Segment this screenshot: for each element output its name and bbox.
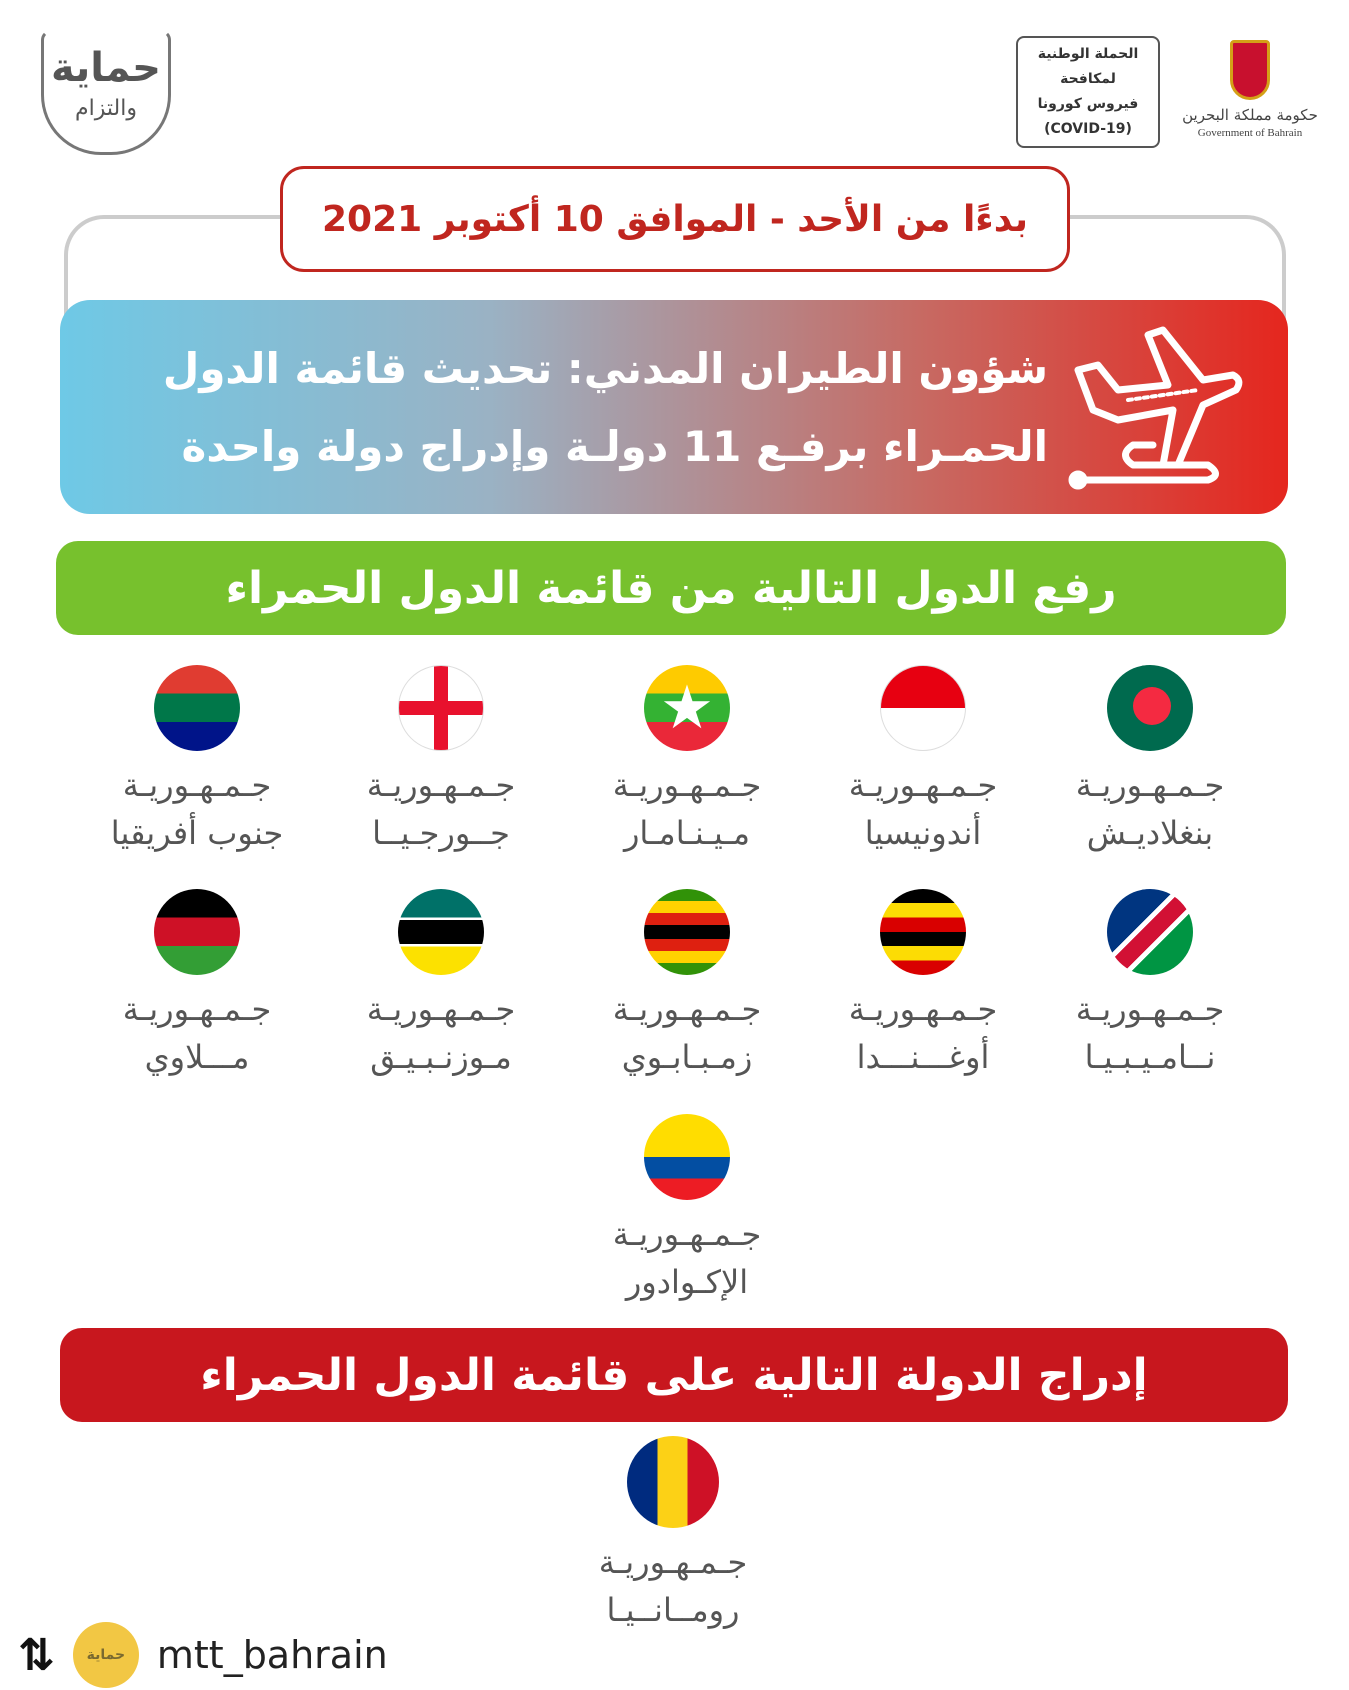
indonesia-flag-icon (880, 665, 966, 751)
country-label-line1: جـمـهـوريـة (366, 766, 516, 804)
gov-name-ar: حكومة مملكة البحرين (1182, 106, 1318, 124)
gov-name-en: Government of Bahrain (1197, 127, 1303, 139)
country-label-line1: جـمـهـوريـة (848, 766, 998, 804)
country-namibia: جـمـهـوريـة نــامـيـبـيـا (1040, 889, 1260, 1081)
romania-flag-icon (627, 1436, 719, 1528)
country-label-line1: جـمـهـوريـة (612, 766, 762, 804)
campaign-line: (COVID-19) (1044, 121, 1132, 137)
zimbabwe-flag-icon (644, 889, 730, 975)
country-label-line1: جـمـهـوريـة (598, 1543, 748, 1581)
country-name: مـــلاوي (144, 1038, 250, 1076)
namibia-flag-icon (1107, 889, 1193, 975)
brand-line2: والتزام (75, 96, 137, 121)
headline-banner: شؤون الطيران المدني: تحديث قائمة الدول ا… (60, 300, 1288, 514)
government-logo: حكومة مملكة البحرين Government of Bahrai… (1175, 36, 1325, 156)
myanmar-flag-icon: ★ (644, 665, 730, 751)
repost-footer: ⇅ حماية mtt_bahrain (18, 1620, 388, 1690)
country-label-line1: جـمـهـوريـة (122, 766, 272, 804)
avatar[interactable]: حماية (72, 1622, 139, 1688)
country-romania: جـمـهـوريـة رومــانــيـا (563, 1436, 783, 1634)
bangladesh-flag-icon (1107, 665, 1193, 751)
emblem-icon (1230, 40, 1270, 100)
country-label-line1: جـمـهـوريـة (612, 990, 762, 1028)
country-label-line1: جـمـهـوريـة (612, 1215, 762, 1253)
country-label-line1: جـمـهـوريـة (122, 990, 272, 1028)
country-label-line1: جـمـهـوريـة (366, 990, 516, 1028)
country-malawi: جـمـهـوريـة مـــلاوي (87, 889, 307, 1081)
campaign-line: الحملة الوطنية (1037, 46, 1139, 62)
campaign-logo: الحملة الوطنية لمكافحة فيروس كورونا (COV… (1016, 36, 1160, 148)
mozambique-flag-icon (398, 889, 484, 975)
country-georgia: جـمـهـوريـة جــورجـيــا (331, 665, 551, 857)
country-ecuador: جـمـهـوريـة الإكـوادور (577, 1114, 797, 1306)
uganda-flag-icon (880, 889, 966, 975)
brand-logo: حماية والتزام (26, 30, 186, 155)
lift-section-header: رفع الدول التالية من قائمة الدول الحمراء (56, 541, 1286, 635)
south-africa-flag-icon (154, 665, 240, 751)
country-name: نــامـيـبـيـا (1084, 1038, 1216, 1076)
shield-icon (41, 30, 171, 155)
country-name: رومــانــيـا (606, 1591, 740, 1629)
country-mozambique: جـمـهـوريـة مـوزنـبـيـق (331, 889, 551, 1081)
country-name: أندونيسيا (864, 814, 982, 852)
country-name: مـيـنـامـار (623, 814, 751, 852)
country-name: الإكـوادور (625, 1263, 749, 1301)
country-name: أوغـــنـــدا (856, 1038, 990, 1076)
country-myanmar: ★ جـمـهـوريـة مـيـنـامـار (577, 665, 797, 857)
country-uganda: جـمـهـوريـة أوغـــنـــدا (813, 889, 1033, 1081)
malawi-flag-icon (154, 889, 240, 975)
repost-icon[interactable]: ⇅ (18, 1629, 55, 1681)
georgia-flag-icon (398, 665, 484, 751)
headline-line2: الحمـراء برفـع 11 دولـة وإدراج دولة واحد… (181, 422, 1048, 471)
effective-date: بدءًا من الأحد - الموافق 10 أكتوبر 2021 (280, 166, 1070, 272)
campaign-line: لمكافحة (1060, 71, 1116, 87)
country-name: مـوزنـبـيـق (370, 1038, 512, 1076)
country-name: جنوب أفريقيا (110, 814, 284, 852)
country-label-line1: جـمـهـوريـة (848, 990, 998, 1028)
country-label-line1: جـمـهـوريـة (1075, 766, 1225, 804)
country-label-line1: جـمـهـوريـة (1075, 990, 1225, 1028)
country-name: بنغلاديـش (1086, 814, 1214, 852)
country-south-africa: جـمـهـوريـة جنوب أفريقيا (87, 665, 307, 857)
campaign-line: فيروس كورونا (1037, 96, 1139, 112)
brand-line1: حماية (51, 45, 161, 91)
headline-line1: شؤون الطيران المدني: تحديث قائمة الدول (162, 344, 1048, 393)
add-section-header: إدراج الدولة التالية على قائمة الدول الح… (60, 1328, 1288, 1422)
username-link[interactable]: mtt_bahrain (156, 1633, 388, 1677)
country-name: زمـبـابـوي (621, 1038, 753, 1076)
country-name: جــورجـيــا (372, 814, 510, 852)
airplane-landing-icon (1068, 326, 1243, 490)
country-bangladesh: جـمـهـوريـة بنغلاديـش (1040, 665, 1260, 857)
country-zimbabwe: جـمـهـوريـة زمـبـابـوي (577, 889, 797, 1081)
country-indonesia: جـمـهـوريـة أندونيسيا (813, 665, 1033, 857)
ecuador-flag-icon (644, 1114, 730, 1200)
